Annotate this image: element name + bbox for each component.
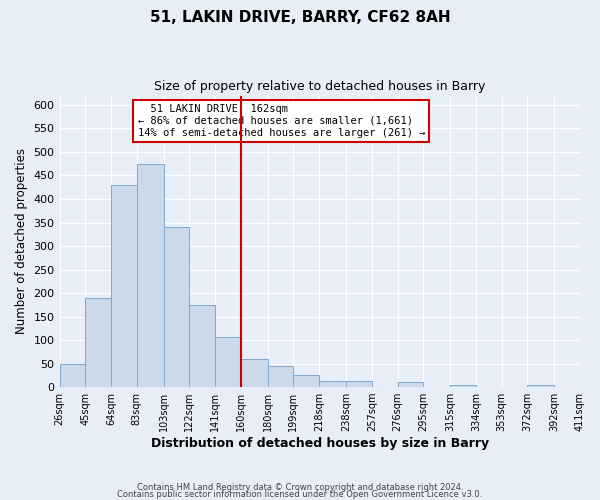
Bar [268, 366, 293, 387]
Bar [398, 382, 423, 387]
Title: Size of property relative to detached houses in Barry: Size of property relative to detached ho… [154, 80, 485, 93]
Bar [59, 364, 85, 387]
Bar [346, 382, 372, 387]
X-axis label: Distribution of detached houses by size in Barry: Distribution of detached houses by size … [151, 437, 489, 450]
Bar [319, 382, 346, 387]
Bar [164, 227, 190, 387]
Bar [241, 359, 268, 387]
Y-axis label: Number of detached properties: Number of detached properties [15, 148, 28, 334]
Bar [111, 185, 137, 387]
Bar [190, 305, 215, 387]
Text: Contains HM Land Registry data © Crown copyright and database right 2024.: Contains HM Land Registry data © Crown c… [137, 484, 463, 492]
Text: 51 LAKIN DRIVE: 162sqm  
← 86% of detached houses are smaller (1,661)
14% of sem: 51 LAKIN DRIVE: 162sqm ← 86% of detached… [137, 104, 425, 138]
Bar [293, 376, 319, 387]
Bar [137, 164, 164, 387]
Text: 51, LAKIN DRIVE, BARRY, CF62 8AH: 51, LAKIN DRIVE, BARRY, CF62 8AH [149, 10, 451, 25]
Bar [215, 337, 241, 387]
Bar [85, 298, 111, 387]
Bar [527, 384, 554, 387]
Text: Contains public sector information licensed under the Open Government Licence v3: Contains public sector information licen… [118, 490, 482, 499]
Bar [450, 384, 476, 387]
